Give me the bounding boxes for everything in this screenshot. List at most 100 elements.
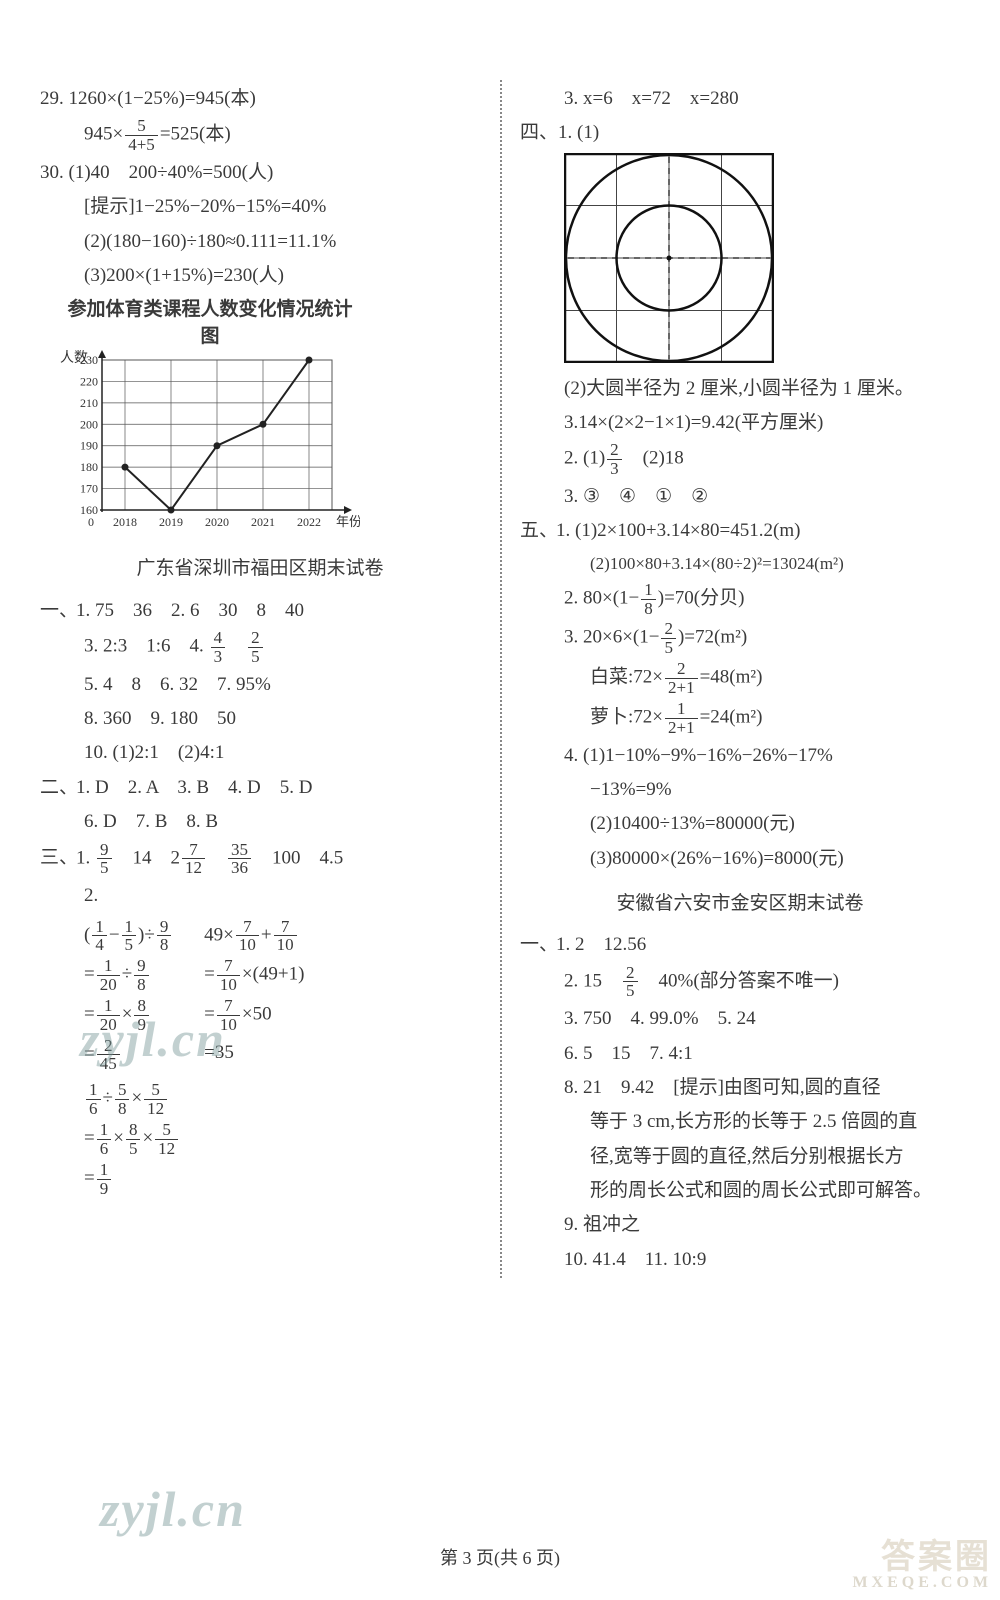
- column-divider: [480, 80, 520, 1278]
- fraction: 23: [605, 441, 624, 478]
- ca-l6: =16×85×512: [84, 1121, 180, 1158]
- ca-l5: 16÷58×512: [84, 1081, 180, 1118]
- text: [207, 847, 226, 868]
- fraction: 712: [180, 841, 207, 878]
- cb-l1: 49×710+710: [204, 918, 304, 955]
- s1-5: 5. 4 8 6. 32 7. 95%: [40, 669, 480, 700]
- q30-b: [提示]1−25%−20%−15%=40%: [40, 191, 480, 222]
- q30-d: (3)200×(1+15%)=230(人): [40, 260, 480, 291]
- svg-text:210: 210: [80, 396, 98, 410]
- svg-text:2018: 2018: [113, 515, 137, 529]
- corner-text: 答案圈: [881, 1539, 992, 1576]
- cb-l2: =710×(49+1): [204, 957, 304, 994]
- q29-line2: 945×54+5=525(本): [40, 117, 480, 154]
- s5-4a: 4. (1)1−10%−9%−16%−26%−17%: [520, 740, 960, 771]
- r-d2: (2)大圆半径为 2 厘米,小圆半径为 1 厘米。: [520, 373, 960, 404]
- calc-columns: (14−15)÷98 =120÷98 =120×89 =245 16÷58×51…: [40, 915, 480, 1201]
- text: 14 2: [114, 847, 181, 868]
- cb-l3: =710×50: [204, 997, 304, 1034]
- line-chart: 参加体育类课程人数变化情况统计图 人数160170180190200210220…: [60, 294, 360, 545]
- ca-l2: =120÷98: [84, 957, 180, 994]
- q30-a: 30. (1)40 200÷40%=500(人): [40, 157, 480, 188]
- s3-2: 2.: [40, 880, 480, 911]
- s3-row: 三、1. 95 14 2712 3536 100 4.5: [40, 841, 480, 878]
- r-d3: 3.14×(2×2−1×1)=9.42(平方厘米): [520, 407, 960, 438]
- svg-text:170: 170: [80, 482, 98, 496]
- calc-col-a: (14−15)÷98 =120÷98 =120×89 =245 16÷58×51…: [84, 915, 180, 1201]
- svg-text:220: 220: [80, 375, 98, 389]
- text: 100 4.5: [253, 847, 343, 868]
- r-q3b: 3. ③ ④ ① ②: [520, 481, 960, 512]
- s1-10: 10. (1)2:1 (2)4:1: [40, 737, 480, 768]
- fraction: 43: [209, 629, 228, 666]
- calc-col-b: 49×710+710 =710×(49+1) =710×50 =35: [204, 915, 304, 1201]
- section-title-2: 安徽省六安市金安区期末试卷: [520, 888, 960, 919]
- svg-text:2021: 2021: [251, 515, 275, 529]
- a2: 2. 15 25 40%(部分答案不唯一): [520, 964, 960, 1001]
- a6: 6. 5 15 7. 4:1: [520, 1038, 960, 1069]
- text: =525(本): [160, 124, 231, 145]
- text: 1. D 2. A 3. B 4. D 5. D: [76, 777, 312, 798]
- svg-text:230: 230: [80, 353, 98, 367]
- a8c: 径,宽等于圆的直径,然后分别根据长方: [520, 1141, 960, 1172]
- text: 1. 75 36 2. 6 30 8 40: [76, 600, 304, 621]
- a9: 9. 祖冲之: [520, 1209, 960, 1240]
- left-column: 29. 1260×(1−25%)=945(本) 945×54+5=525(本) …: [40, 80, 480, 1278]
- svg-text:2020: 2020: [205, 515, 229, 529]
- a8a: 8. 21 9.42 [提示]由图可知,圆的直径: [520, 1072, 960, 1103]
- q29-line1: 29. 1260×(1−25%)=945(本): [40, 83, 480, 114]
- text: 1. 2 12.56: [556, 934, 646, 955]
- text: 1.: [76, 847, 95, 868]
- chart-svg: 人数16017018019020021022023020182019202020…: [60, 350, 360, 545]
- s2-row: 二、1. D 2. A 3. B 4. D 5. D: [40, 772, 480, 803]
- svg-text:180: 180: [80, 461, 98, 475]
- section-label: 一、: [520, 929, 556, 960]
- corner-brand: 答案圈 MXEQE.COM: [852, 1540, 992, 1592]
- s4-label: 四、1. (1): [520, 117, 960, 148]
- s5-3c: 白菜:72×22+1=48(m²): [520, 660, 960, 697]
- page-footer: 第 3 页(共 6 页): [0, 1544, 1000, 1570]
- svg-text:2022: 2022: [297, 515, 321, 529]
- cb-l4: =35: [204, 1037, 304, 1068]
- fraction: 18: [639, 581, 658, 618]
- r-q3: 3. x=6 x=72 x=280: [520, 83, 960, 114]
- s1-8: 8. 360 9. 180 50: [40, 703, 480, 734]
- s5-2: 2. 80×(1−18)=70(分贝): [520, 581, 960, 618]
- s1-row: 一、1. 75 36 2. 6 30 8 40: [40, 595, 480, 626]
- fraction: 12+1: [663, 700, 700, 737]
- q30-c: (2)(180−160)÷180≈0.111=11.1%: [40, 226, 480, 257]
- s5-4c: (2)10400÷13%=80000(元): [520, 808, 960, 839]
- ca-l3: =120×89: [84, 997, 180, 1034]
- s5-4d: (3)80000×(26%−16%)=8000(元): [520, 843, 960, 874]
- ca-l1: (14−15)÷98: [84, 918, 180, 955]
- fraction: 3536: [226, 841, 253, 878]
- s5-4b: −13%=9%: [520, 774, 960, 805]
- a8b: 等于 3 cm,长方形的长等于 2.5 倍圆的直: [520, 1106, 960, 1137]
- a3: 3. 750 4. 99.0% 5. 24: [520, 1003, 960, 1034]
- section-label: 二、: [40, 772, 76, 803]
- fraction: 25: [659, 620, 678, 657]
- fraction: 54+5: [123, 117, 160, 154]
- svg-text:2019: 2019: [159, 515, 183, 529]
- s5-1b: (2)100×80+3.14×(80÷2)²=13024(m²): [520, 550, 960, 578]
- section-title-1: 广东省深圳市福田区期末试卷: [40, 553, 480, 584]
- s5-row: 五、1. (1)2×100+3.14×80=451.2(m): [520, 515, 960, 546]
- svg-text:0: 0: [88, 515, 94, 529]
- fraction: 22+1: [663, 660, 700, 697]
- fraction: 95: [95, 841, 114, 878]
- r-q2: 2. (1)23 (2)18: [520, 441, 960, 478]
- section-label: 五、: [520, 515, 556, 546]
- text: 3. 2:3 1:6 4.: [84, 636, 209, 657]
- svg-text:190: 190: [80, 439, 98, 453]
- circle-diagram: [564, 153, 960, 369]
- fraction: 25: [246, 629, 265, 666]
- corner-subtext: MXEQE.COM: [852, 1575, 992, 1592]
- text: [227, 636, 246, 657]
- s5-3a: 3. 20×6×(1−25)=72(m²): [520, 620, 960, 657]
- a10: 10. 41.4 11. 10:9: [520, 1244, 960, 1275]
- s2-b: 6. D 7. B 8. B: [40, 806, 480, 837]
- s5-3e: 萝卜:72×12+1=24(m²): [520, 700, 960, 737]
- a1-row: 一、1. 2 12.56: [520, 929, 960, 960]
- section-label: 一、: [40, 595, 76, 626]
- ca-l7: =19: [84, 1161, 180, 1198]
